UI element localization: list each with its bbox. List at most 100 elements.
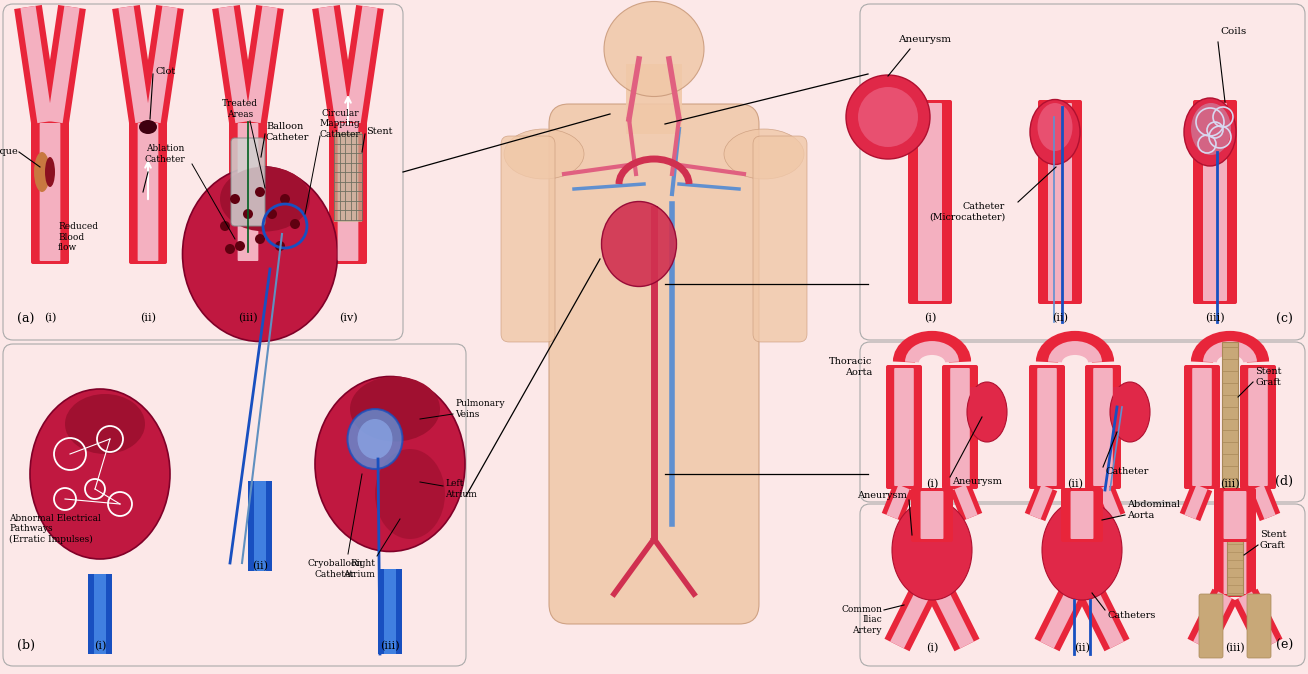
Polygon shape xyxy=(1035,589,1084,651)
Bar xyxy=(378,569,402,654)
Text: (e): (e) xyxy=(1275,639,1294,652)
FancyBboxPatch shape xyxy=(337,123,358,261)
Ellipse shape xyxy=(357,419,392,459)
Text: Coils: Coils xyxy=(1220,28,1247,36)
FancyBboxPatch shape xyxy=(1203,103,1227,301)
Polygon shape xyxy=(47,6,80,123)
Text: (iii): (iii) xyxy=(238,313,258,323)
Text: Cryoballoon
Catheter: Cryoballoon Catheter xyxy=(307,559,362,579)
Circle shape xyxy=(267,209,277,219)
Text: (ii): (ii) xyxy=(1067,479,1083,489)
Text: (ii): (ii) xyxy=(252,561,268,571)
Text: (iv): (iv) xyxy=(339,313,357,323)
Ellipse shape xyxy=(892,500,972,600)
Polygon shape xyxy=(950,483,982,521)
Circle shape xyxy=(255,187,266,197)
Ellipse shape xyxy=(1037,103,1073,151)
Circle shape xyxy=(255,234,266,244)
Ellipse shape xyxy=(348,409,403,469)
Ellipse shape xyxy=(1029,100,1080,164)
FancyBboxPatch shape xyxy=(753,136,807,342)
FancyBboxPatch shape xyxy=(1029,365,1065,489)
FancyBboxPatch shape xyxy=(238,123,259,261)
Circle shape xyxy=(243,209,252,219)
Text: (iii): (iii) xyxy=(1226,643,1245,653)
Polygon shape xyxy=(1252,485,1275,519)
Polygon shape xyxy=(212,5,256,124)
Polygon shape xyxy=(1180,483,1213,521)
FancyBboxPatch shape xyxy=(921,506,943,594)
Polygon shape xyxy=(318,6,351,123)
Text: Treated
Areas: Treated Areas xyxy=(222,99,258,119)
FancyBboxPatch shape xyxy=(3,4,403,340)
FancyBboxPatch shape xyxy=(1086,365,1121,489)
Text: Plaque: Plaque xyxy=(0,148,18,156)
Ellipse shape xyxy=(602,202,676,286)
Ellipse shape xyxy=(183,166,337,342)
Text: Common
Iliac
Artery: Common Iliac Artery xyxy=(841,605,882,635)
Text: (iii): (iii) xyxy=(1205,313,1224,323)
Polygon shape xyxy=(884,589,934,651)
FancyBboxPatch shape xyxy=(1223,506,1247,594)
FancyBboxPatch shape xyxy=(1037,368,1057,486)
Text: Circular
Mapping
Catheter: Circular Mapping Catheter xyxy=(319,109,361,139)
FancyBboxPatch shape xyxy=(1193,100,1237,304)
Polygon shape xyxy=(955,485,977,519)
Ellipse shape xyxy=(220,166,310,231)
Text: Stent: Stent xyxy=(366,127,392,137)
FancyBboxPatch shape xyxy=(1070,491,1093,539)
FancyBboxPatch shape xyxy=(886,365,922,489)
Polygon shape xyxy=(1193,592,1232,648)
FancyBboxPatch shape xyxy=(549,104,759,624)
FancyBboxPatch shape xyxy=(895,368,914,486)
Polygon shape xyxy=(218,6,251,123)
Circle shape xyxy=(290,219,300,229)
Text: Aneurysm: Aneurysm xyxy=(899,34,951,44)
Polygon shape xyxy=(1239,592,1277,648)
Polygon shape xyxy=(1248,483,1281,521)
FancyBboxPatch shape xyxy=(1184,365,1220,489)
Text: Clot: Clot xyxy=(156,67,177,77)
Polygon shape xyxy=(139,5,184,124)
FancyBboxPatch shape xyxy=(1248,368,1267,486)
Bar xyxy=(1113,387,1131,427)
Text: Balloon
Catheter: Balloon Catheter xyxy=(266,122,310,142)
FancyBboxPatch shape xyxy=(1070,506,1093,594)
Polygon shape xyxy=(339,5,383,124)
Text: Left
Atrium: Left Atrium xyxy=(445,479,477,499)
FancyBboxPatch shape xyxy=(1061,488,1103,542)
FancyBboxPatch shape xyxy=(1214,488,1256,542)
FancyBboxPatch shape xyxy=(859,4,1305,340)
FancyBboxPatch shape xyxy=(918,103,942,301)
Text: (i): (i) xyxy=(94,641,106,651)
Polygon shape xyxy=(1097,485,1121,519)
FancyBboxPatch shape xyxy=(330,120,368,264)
Polygon shape xyxy=(1092,483,1125,521)
Text: Aneurysm: Aneurysm xyxy=(857,491,906,499)
FancyBboxPatch shape xyxy=(1061,503,1103,597)
Polygon shape xyxy=(313,5,357,124)
Ellipse shape xyxy=(1184,98,1236,166)
Text: (ii): (ii) xyxy=(1052,313,1069,323)
FancyBboxPatch shape xyxy=(137,123,158,261)
Bar xyxy=(1227,500,1243,595)
Polygon shape xyxy=(1086,592,1124,648)
Text: Aneurysm: Aneurysm xyxy=(952,477,1002,487)
FancyBboxPatch shape xyxy=(1039,100,1082,304)
Text: Stent
Graft: Stent Graft xyxy=(1260,530,1287,550)
FancyBboxPatch shape xyxy=(1199,594,1223,658)
FancyBboxPatch shape xyxy=(921,491,943,539)
Bar xyxy=(1222,342,1237,507)
Text: (i): (i) xyxy=(926,643,938,653)
Polygon shape xyxy=(246,6,277,123)
FancyBboxPatch shape xyxy=(910,488,954,542)
Ellipse shape xyxy=(34,152,50,192)
Text: Abnormal Electrical
Pathways
(Erratic Impulses): Abnormal Electrical Pathways (Erratic Im… xyxy=(9,514,101,544)
FancyBboxPatch shape xyxy=(501,136,555,342)
Circle shape xyxy=(220,221,230,231)
Polygon shape xyxy=(14,5,59,124)
Bar xyxy=(971,387,988,427)
FancyBboxPatch shape xyxy=(232,138,266,226)
Ellipse shape xyxy=(725,129,804,179)
Ellipse shape xyxy=(139,120,157,134)
